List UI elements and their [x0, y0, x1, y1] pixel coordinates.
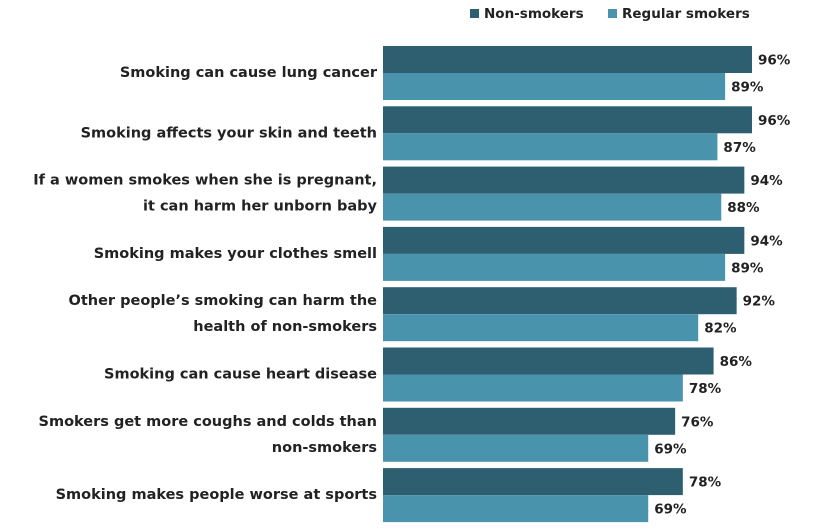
bar: [383, 106, 753, 134]
bar: [383, 434, 649, 462]
legend-label: Non-smokers: [484, 6, 584, 22]
bar: [383, 468, 683, 496]
category-label: non-smokers: [272, 440, 377, 456]
bar: [383, 407, 676, 435]
bar: [383, 495, 649, 523]
category-label: Smokers get more coughs and colds than: [39, 414, 377, 430]
category-label: it can harm her unborn baby: [143, 199, 378, 215]
bar: [383, 347, 714, 375]
value-label: 88%: [727, 200, 760, 216]
bar: [383, 166, 745, 194]
value-label: 89%: [731, 80, 764, 96]
bar: [383, 193, 722, 221]
bar: [383, 374, 683, 402]
value-label: 69%: [654, 441, 687, 457]
category-label: Smoking makes your clothes smell: [94, 246, 377, 262]
category-label: Smoking can cause heart disease: [104, 367, 377, 383]
value-label: 86%: [720, 354, 753, 370]
category-label: Smoking affects your skin and teeth: [81, 125, 377, 141]
category-label: Other people’s smoking can harm the: [69, 293, 378, 309]
legend-swatch: [608, 9, 617, 18]
bar: [383, 46, 753, 73]
category-label: Smoking makes people worse at sports: [56, 487, 377, 503]
legend-swatch: [470, 9, 479, 18]
value-label: 69%: [654, 502, 687, 518]
bar: [383, 133, 718, 161]
value-label: 92%: [743, 294, 776, 310]
bar: [383, 287, 737, 315]
bar: [383, 314, 699, 342]
value-label: 89%: [731, 260, 764, 276]
value-label: 76%: [681, 414, 714, 430]
category-label: If a women smokes when she is pregnant,: [33, 173, 377, 189]
legend-label: Regular smokers: [622, 6, 750, 22]
category-label: health of non-smokers: [193, 319, 377, 335]
value-label: 78%: [689, 475, 722, 491]
bar: [383, 226, 745, 254]
category-label: Smoking can cause lung cancer: [120, 65, 378, 81]
value-label: 82%: [704, 321, 737, 337]
value-label: 87%: [723, 140, 756, 156]
value-label: 94%: [750, 233, 783, 249]
value-label: 96%: [758, 53, 791, 69]
bar: [383, 253, 726, 281]
bar: [383, 73, 726, 100]
value-label: 96%: [758, 113, 791, 129]
value-label: 94%: [750, 173, 783, 189]
value-label: 78%: [689, 381, 722, 397]
